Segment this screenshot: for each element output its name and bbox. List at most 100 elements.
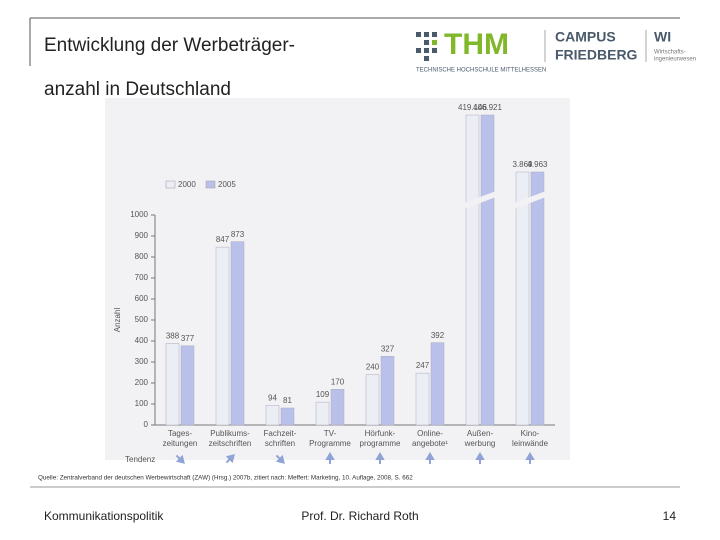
bar xyxy=(515,171,530,426)
value-label: 392 xyxy=(431,331,445,340)
value-label: 109 xyxy=(316,390,330,399)
bar xyxy=(180,345,195,426)
logo-dots xyxy=(416,32,437,61)
arrow-shape xyxy=(325,452,335,464)
bar xyxy=(215,246,230,426)
x-tick-label: zeitschriften xyxy=(209,439,252,448)
y-tick-label: 1000 xyxy=(130,210,148,219)
bar xyxy=(230,241,245,426)
trend-arrow xyxy=(475,452,485,464)
logo-subtitle: TECHNISCHE HOCHSCHULE MITTELHESSEN xyxy=(416,68,546,74)
y-tick-label: 600 xyxy=(135,294,149,303)
y-tick-label: 400 xyxy=(135,336,149,345)
legend-label: 2000 xyxy=(178,180,196,189)
logo-name: THM xyxy=(444,28,509,61)
x-tick-label: Hörfunk- xyxy=(365,429,396,438)
trend-arrow xyxy=(325,452,335,464)
arrow-shape xyxy=(375,452,385,464)
trend-arrow xyxy=(275,454,285,464)
page-number: 14 xyxy=(663,509,677,523)
value-label: 377 xyxy=(181,334,195,343)
x-tick-label: werbung xyxy=(464,439,496,448)
value-label: 247 xyxy=(416,361,430,370)
value-label: 327 xyxy=(381,344,395,353)
bar xyxy=(265,405,280,426)
bar xyxy=(365,374,380,426)
x-tick-label: Tages- xyxy=(168,429,192,438)
legend-swatch xyxy=(205,180,216,189)
bar xyxy=(380,356,395,426)
legend-swatch xyxy=(165,180,176,189)
y-tick-label: 500 xyxy=(135,315,149,324)
value-label: 4.963 xyxy=(527,160,548,169)
y-tick-label: 700 xyxy=(135,273,149,282)
bar xyxy=(430,342,445,426)
trend-arrow xyxy=(175,454,185,464)
value-label: 388 xyxy=(166,332,180,341)
y-tick-label: 100 xyxy=(135,399,149,408)
arrow-shape xyxy=(225,454,235,464)
trend-arrow xyxy=(225,454,235,464)
arrow-shape xyxy=(525,452,535,464)
arrow-shape xyxy=(275,454,285,464)
x-tick-label: leinwände xyxy=(512,439,549,448)
footer-left: Kommunikationspolitik xyxy=(44,509,164,523)
logo-campus: CAMPUS xyxy=(555,29,616,45)
trend-arrow xyxy=(375,452,385,464)
footer-center: Prof. Dr. Richard Roth xyxy=(301,509,418,523)
axis-break xyxy=(514,191,546,209)
value-label: 873 xyxy=(231,230,245,239)
slide-title: Entwicklung der Werbeträger- xyxy=(44,35,295,56)
bar xyxy=(280,407,295,426)
value-label: 94 xyxy=(268,393,277,402)
value-label: 847 xyxy=(216,235,230,244)
y-tick-label: 800 xyxy=(135,252,149,261)
x-tick-label: Programme xyxy=(309,439,351,448)
bar xyxy=(330,389,345,426)
x-tick-label: Online- xyxy=(417,429,443,438)
bar xyxy=(480,114,495,426)
value-label: 81 xyxy=(283,396,292,405)
trend-arrow xyxy=(525,452,535,464)
trend-label: Tendenz xyxy=(125,455,155,464)
bar xyxy=(530,171,545,426)
bar xyxy=(415,372,430,426)
x-tick-label: Kino- xyxy=(521,429,540,438)
slide-title: anzahl in Deutschland xyxy=(44,79,231,100)
source: Quelle: Zentralverband der deutschen Wer… xyxy=(38,475,413,482)
x-tick-label: zeitungen xyxy=(163,439,198,448)
x-tick-label: TV- xyxy=(324,429,337,438)
y-axis-label: Anzahl xyxy=(113,308,122,333)
value-label: 406.921 xyxy=(473,103,502,112)
bar xyxy=(465,114,480,426)
logo-dept-name: ingenieurwesen xyxy=(654,57,696,63)
logo-dot xyxy=(432,40,437,45)
bar xyxy=(315,401,330,426)
bar xyxy=(165,343,180,426)
axis-break xyxy=(464,191,496,209)
arrow-shape xyxy=(475,452,485,464)
legend-label: 2005 xyxy=(218,180,236,189)
value-label: 240 xyxy=(366,363,380,372)
y-tick-label: 300 xyxy=(135,357,149,366)
arrow-shape xyxy=(175,454,185,464)
y-tick-label: 200 xyxy=(135,378,149,387)
y-tick-label: 900 xyxy=(135,231,149,240)
value-label: 170 xyxy=(331,377,345,386)
x-tick-label: Publikums- xyxy=(210,429,250,438)
x-tick-label: schriften xyxy=(265,439,295,448)
x-tick-label: angebote¹ xyxy=(412,439,448,448)
arrow-shape xyxy=(425,452,435,464)
x-tick-label: Fachzeit- xyxy=(264,429,297,438)
logo-campus: FRIEDBERG xyxy=(555,47,638,63)
trend-arrow xyxy=(425,452,435,464)
value-label: 419.146 xyxy=(458,103,487,112)
x-tick-label: programme xyxy=(360,439,401,448)
x-tick-label: Außen- xyxy=(467,429,494,438)
logo-dept-name: Wirtschafts- xyxy=(654,50,686,56)
value-label: 3.869 xyxy=(512,160,533,169)
y-tick-label: 0 xyxy=(144,420,149,429)
logo-dept: WI xyxy=(654,29,671,45)
logo: THM CAMPUS FRIEDBERG WI Wirtschafts- ing… xyxy=(416,28,696,74)
